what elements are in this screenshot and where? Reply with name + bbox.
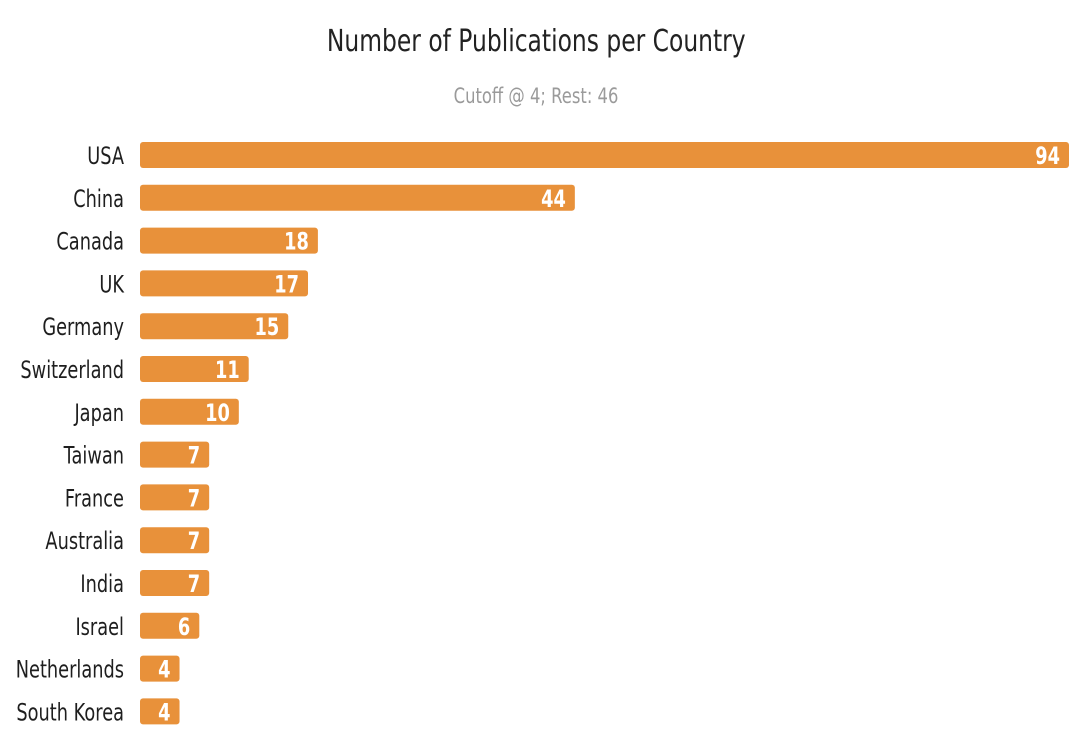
value-label: 7 bbox=[188, 526, 200, 554]
category-label: China bbox=[73, 184, 124, 212]
bar bbox=[140, 698, 180, 725]
category-label: India bbox=[80, 569, 124, 597]
category-label: Australia bbox=[45, 526, 124, 554]
bar bbox=[140, 398, 239, 425]
value-label: 4 bbox=[158, 655, 170, 683]
bar bbox=[140, 570, 210, 596]
category-label: South Korea bbox=[16, 698, 124, 726]
bar bbox=[140, 184, 575, 211]
value-label: 4 bbox=[158, 698, 170, 726]
bar bbox=[140, 441, 210, 468]
value-label: 7 bbox=[188, 484, 200, 512]
bar bbox=[140, 270, 309, 297]
category-label: Taiwan bbox=[63, 441, 124, 469]
chart-title: Number of Publications per Country bbox=[326, 24, 746, 59]
value-label: 6 bbox=[178, 612, 190, 640]
value-label: 10 bbox=[205, 398, 230, 426]
value-label: 44 bbox=[541, 184, 566, 212]
category-label: Switzerland bbox=[20, 355, 124, 383]
value-label: 7 bbox=[188, 441, 200, 469]
value-label: 18 bbox=[284, 227, 309, 255]
bar bbox=[140, 527, 210, 554]
category-label: Germany bbox=[42, 312, 124, 340]
value-label: 11 bbox=[215, 355, 240, 383]
category-label: Canada bbox=[56, 227, 124, 255]
category-label: USA bbox=[87, 141, 124, 169]
category-label: Netherlands bbox=[16, 655, 124, 683]
category-label: UK bbox=[99, 270, 125, 298]
category-label: Israel bbox=[75, 612, 124, 640]
bar bbox=[140, 227, 318, 254]
value-label: 17 bbox=[274, 270, 299, 298]
value-label: 7 bbox=[188, 569, 200, 597]
chart-subtitle: Cutoff @ 4; Rest: 46 bbox=[453, 84, 619, 108]
bar bbox=[140, 655, 180, 682]
bar bbox=[140, 313, 289, 340]
bar bbox=[140, 356, 249, 382]
category-label: France bbox=[65, 484, 124, 512]
bar bbox=[140, 484, 210, 511]
value-label: 15 bbox=[255, 312, 280, 340]
value-label: 94 bbox=[1035, 141, 1060, 169]
bar bbox=[140, 612, 200, 639]
bar bbox=[140, 142, 1069, 168]
category-label: Japan bbox=[73, 398, 124, 426]
